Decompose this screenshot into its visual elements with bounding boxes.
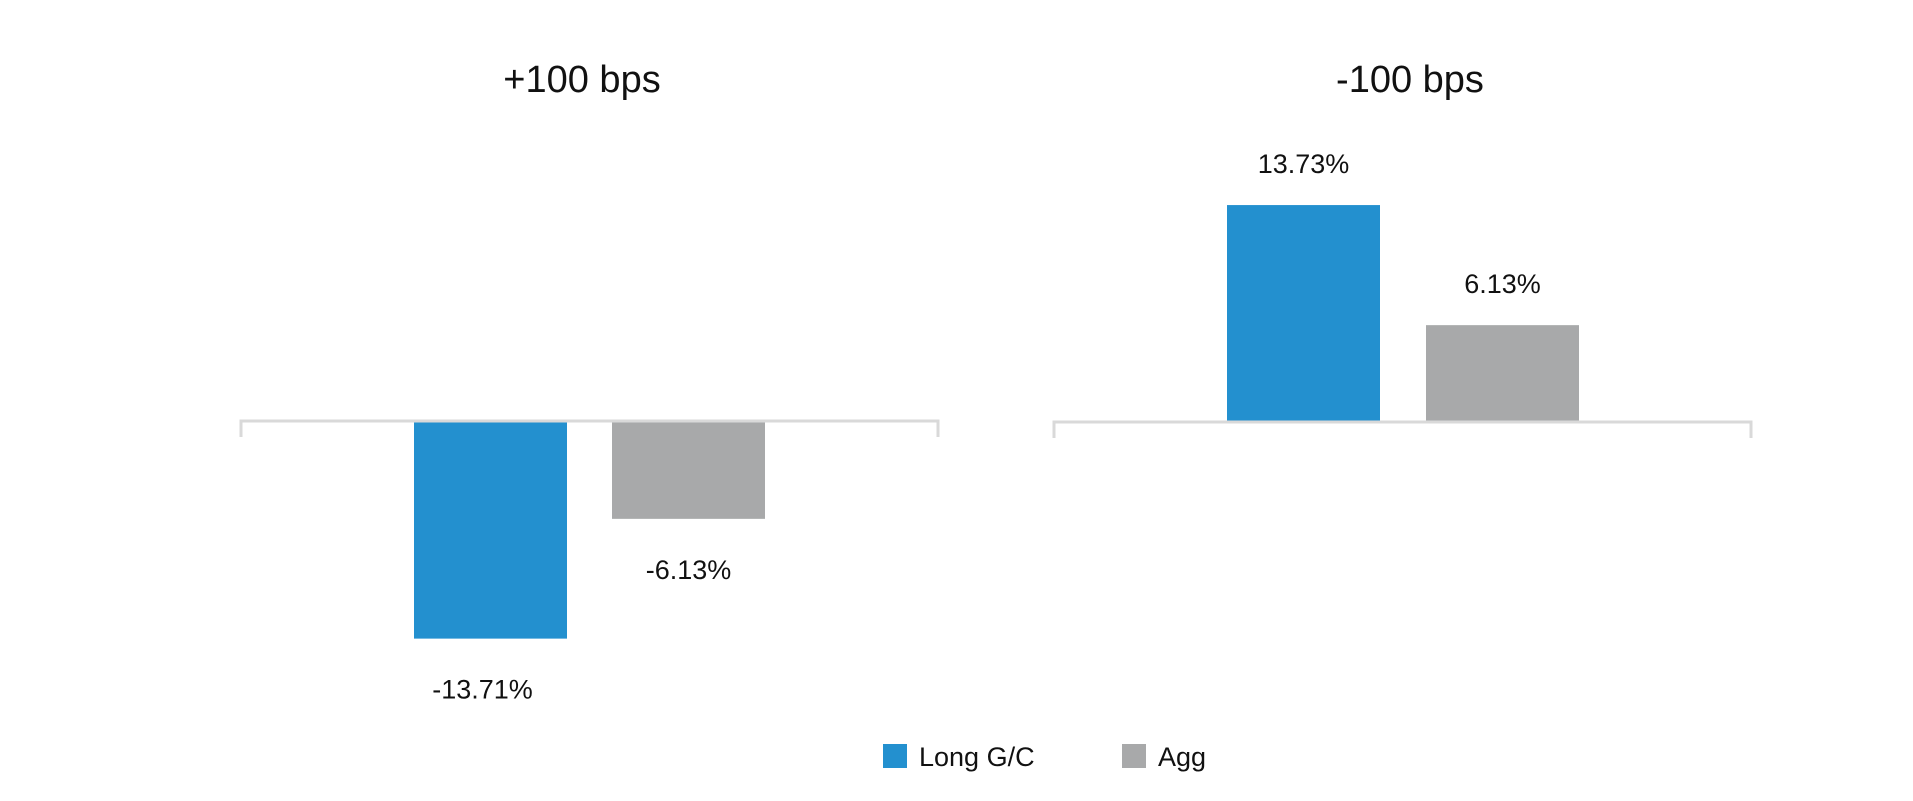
legend-swatch-long-gc [883, 744, 907, 768]
data-label: 6.13% [1464, 269, 1541, 299]
legend-label-long-gc: Long G/C [919, 742, 1035, 772]
bar-agg [612, 422, 765, 519]
bar-agg [1426, 325, 1579, 422]
legend-label-agg: Agg [1158, 742, 1206, 772]
data-label: -13.71% [432, 675, 533, 705]
bar-long-g-c [414, 422, 567, 639]
panel-minus-100-bps: -100 bps 13.73% 6.13% [1052, 59, 1753, 438]
panel-title: +100 bps [503, 59, 660, 101]
data-label: -6.13% [646, 555, 732, 585]
legend: Long G/C Agg [883, 742, 1206, 772]
bar-long-g-c [1227, 205, 1380, 422]
category-axis [1052, 420, 1753, 438]
panel-title: -100 bps [1336, 59, 1484, 101]
data-label: 13.73% [1258, 149, 1350, 179]
category-axis [239, 419, 940, 437]
panel-plus-100-bps: +100 bps -13.71% -6.13% [239, 59, 940, 705]
legend-swatch-agg [1122, 744, 1146, 768]
